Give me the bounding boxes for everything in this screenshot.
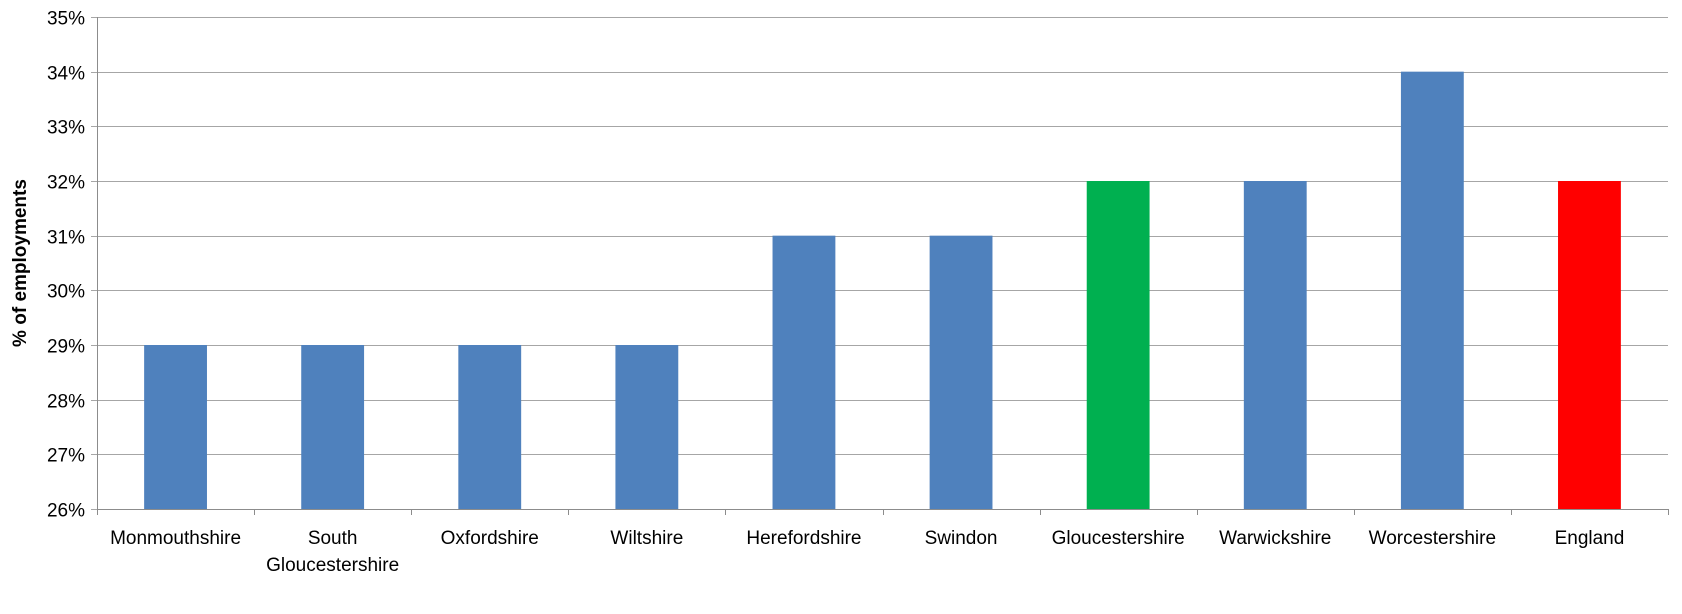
- y-tick-label: 32%: [47, 173, 85, 194]
- y-axis-title: % of employments: [10, 179, 31, 347]
- x-tick-label: Oxfordshire: [441, 528, 539, 549]
- y-tick-label: 26%: [47, 501, 85, 522]
- x-tick-label-line: Gloucestershire: [1052, 528, 1185, 549]
- x-tick-label: Gloucestershire: [1052, 528, 1185, 549]
- x-tick-label-line: Wiltshire: [610, 528, 683, 549]
- bar-oxfordshire: [458, 345, 522, 509]
- x-tick-label-line: South: [308, 528, 358, 549]
- y-tick-label: 27%: [47, 446, 85, 467]
- y-tick-label: 34%: [47, 64, 85, 85]
- bar-warwickshire: [1243, 181, 1307, 509]
- x-tick-label: Herefordshire: [746, 528, 861, 549]
- bar-south-gloucestershire: [301, 345, 365, 509]
- y-tick-label: 35%: [47, 9, 85, 30]
- bar-england: [1558, 181, 1621, 509]
- bar-gloucestershire: [1086, 181, 1150, 509]
- x-tick-label: Swindon: [925, 528, 998, 549]
- bar-wiltshire: [615, 345, 679, 509]
- x-tick-labels: Monmouthshire South Gloucestershire Oxfords…: [110, 528, 1624, 576]
- bar-worcestershire: [1400, 71, 1464, 510]
- x-tick-label: England: [1555, 528, 1625, 549]
- y-tick-label: 28%: [47, 392, 85, 413]
- x-tick-label-line: Warwickshire: [1219, 528, 1331, 549]
- axes: [97, 17, 1669, 515]
- x-tick-label-line: Swindon: [925, 528, 998, 549]
- x-tick-label: Wiltshire: [610, 528, 683, 549]
- bar-herefordshire: [772, 235, 836, 509]
- y-tick-label: 33%: [47, 118, 85, 139]
- x-tick-label-line: Oxfordshire: [441, 528, 539, 549]
- x-tick-label-line: Worcestershire: [1369, 528, 1496, 549]
- y-tick-labels: 26% 27% 28% 29% 30% 31% 32% 33% 34% 35%: [47, 9, 85, 522]
- x-tick-label: Warwickshire: [1219, 528, 1331, 549]
- bars: [144, 71, 1621, 510]
- x-tick-label-line: England: [1555, 528, 1625, 549]
- x-tick-label: Monmouthshire: [110, 528, 241, 549]
- y-tick-label: 31%: [47, 228, 85, 249]
- x-tick-label-line: Monmouthshire: [110, 528, 241, 549]
- x-tick-label: South Gloucestershire: [266, 528, 399, 576]
- bar-monmouthshire: [144, 345, 207, 509]
- x-tick-label-line: Gloucestershire: [266, 555, 399, 576]
- y-tick-label: 30%: [47, 282, 85, 303]
- x-tick-label-line: Herefordshire: [746, 528, 861, 549]
- x-tick-label: Worcestershire: [1369, 528, 1496, 549]
- bar-swindon: [929, 235, 993, 509]
- y-tick-label: 29%: [47, 337, 85, 358]
